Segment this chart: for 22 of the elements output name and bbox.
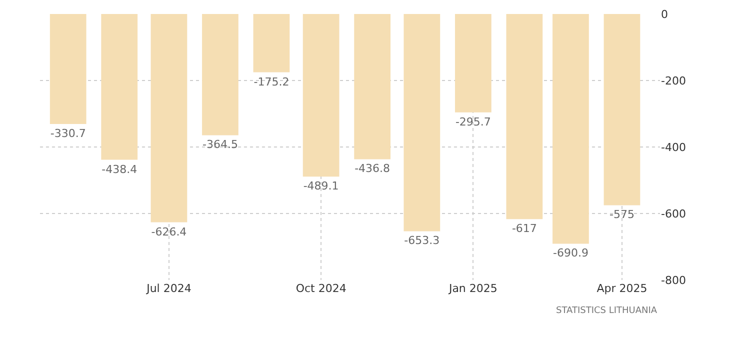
x-tick-label: Oct 2024: [296, 282, 346, 295]
y-tick-label: -800: [661, 274, 686, 287]
data-label: -653.3: [404, 234, 440, 248]
data-label: -489.1: [303, 180, 339, 193]
data-label: -364.5: [202, 138, 238, 152]
data-label: -436.8: [354, 162, 390, 176]
data-label: -438.4: [102, 162, 138, 176]
x-tick-label: Jul 2024: [146, 282, 192, 295]
x-tick-label: Jan 2025: [448, 282, 498, 295]
text: STATISTICS LITHUANIA: [556, 306, 658, 316]
y-tick-label: -400: [661, 140, 686, 154]
data-label: -617: [512, 222, 537, 236]
data-label: -626.4: [151, 225, 187, 238]
y-tick-label: -600: [661, 207, 686, 220]
data-label: -175.2: [254, 75, 290, 88]
y-tick-label: -200: [661, 74, 686, 88]
y-tick-label: 0: [661, 8, 668, 21]
x-tick-label: Apr 2025: [596, 282, 648, 295]
data-label: -330.7: [50, 126, 86, 140]
data-label: -690.9: [552, 246, 588, 260]
data-label: -295.7: [455, 115, 491, 128]
data-label: -575: [609, 208, 634, 222]
